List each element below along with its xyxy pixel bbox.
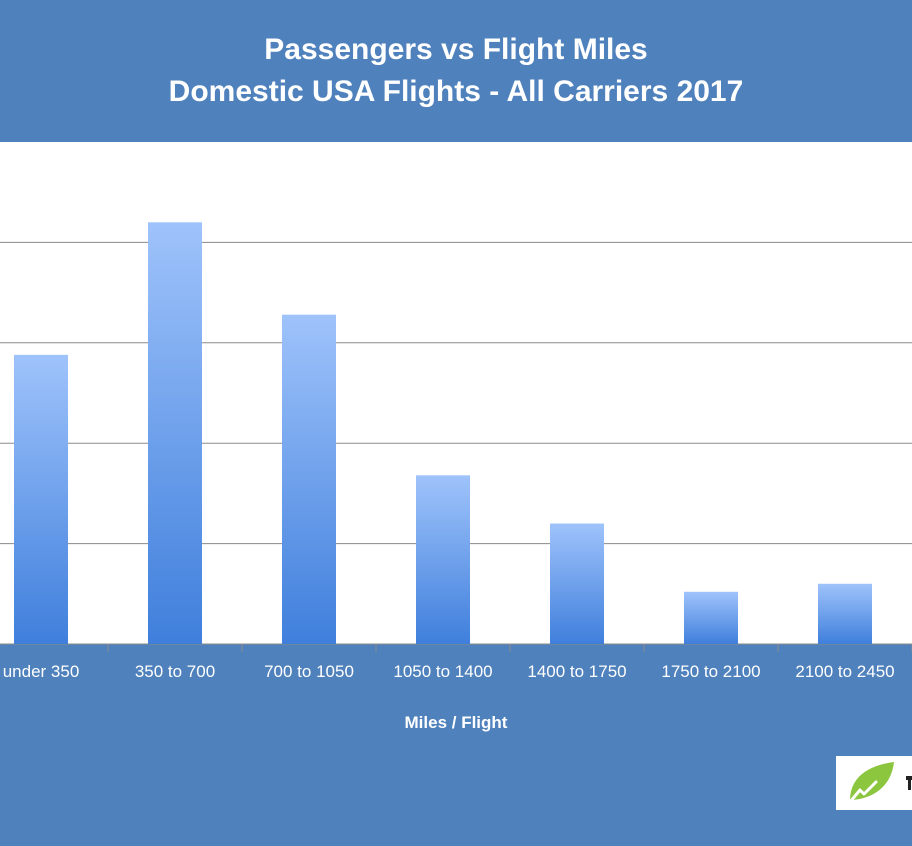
chart-header: Passengers vs Flight Miles Domestic USA … — [0, 0, 912, 143]
x-tick-label: 1400 to 1750 — [527, 662, 627, 681]
bar-5 — [550, 523, 604, 644]
x-tick-label: 1050 to 1400 — [393, 662, 493, 681]
bar-7 — [818, 583, 872, 644]
chart-title-line-2: Domestic USA Flights - All Carriers 2017 — [168, 75, 744, 108]
x-tick-label: 2100 to 2450 — [795, 662, 895, 681]
bar-1 — [14, 354, 68, 644]
chart-title-line-1: Passengers vs Flight Miles — [264, 33, 648, 66]
bar-2 — [148, 222, 202, 644]
bar-3 — [282, 314, 336, 644]
logo — [836, 756, 912, 810]
x-tick-label: 700 to 1050 — [264, 662, 354, 681]
x-tick-label: under 350 — [2, 662, 80, 681]
x-axis-label: Miles / Flight — [404, 713, 508, 732]
x-tick-label: 350 to 700 — [134, 662, 216, 681]
bar-4 — [416, 475, 470, 644]
bar-6 — [684, 591, 738, 644]
leaf-icon — [848, 762, 912, 804]
x-tick-label: 1750 to 2100 — [661, 662, 761, 681]
